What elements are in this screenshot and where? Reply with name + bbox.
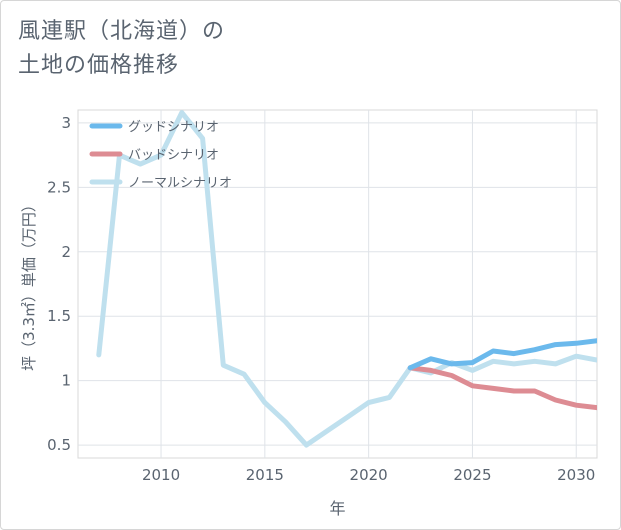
x-tick-label: 2030 — [557, 466, 595, 484]
series-line-2 — [96, 110, 597, 448]
chart-title: 風連駅（北海道）の 土地の価格推移 — [18, 15, 225, 83]
series-line-0 — [407, 338, 597, 371]
x-axis-title: 年 — [329, 499, 345, 518]
legend-label-0: グッドシナリオ — [128, 120, 219, 135]
y-axis-title: 坪（3.3㎡）単価（万円） — [20, 197, 38, 371]
series-line-1 — [407, 365, 597, 411]
x-tick-label: 2010 — [142, 466, 180, 484]
x-tick-label: 2015 — [246, 466, 284, 484]
y-tick-label: 3 — [61, 114, 71, 132]
x-tick-label: 2020 — [350, 466, 388, 484]
plot-frame — [77, 109, 598, 459]
x-tick-label: 2025 — [453, 466, 491, 484]
y-tick-label: 2.5 — [47, 178, 71, 196]
y-tick-label: 0.5 — [47, 436, 71, 454]
legend-label-1: バッドシナリオ — [128, 148, 219, 163]
title-line-2: 土地の価格推移 — [18, 53, 180, 78]
y-tick-label: 1.5 — [47, 307, 71, 325]
legend-label-2: ノーマルシナリオ — [128, 176, 232, 191]
y-tick-label: 2 — [61, 243, 71, 261]
y-tick-label: 1 — [61, 372, 71, 390]
title-line-1: 風連駅（北海道）の — [18, 19, 226, 44]
